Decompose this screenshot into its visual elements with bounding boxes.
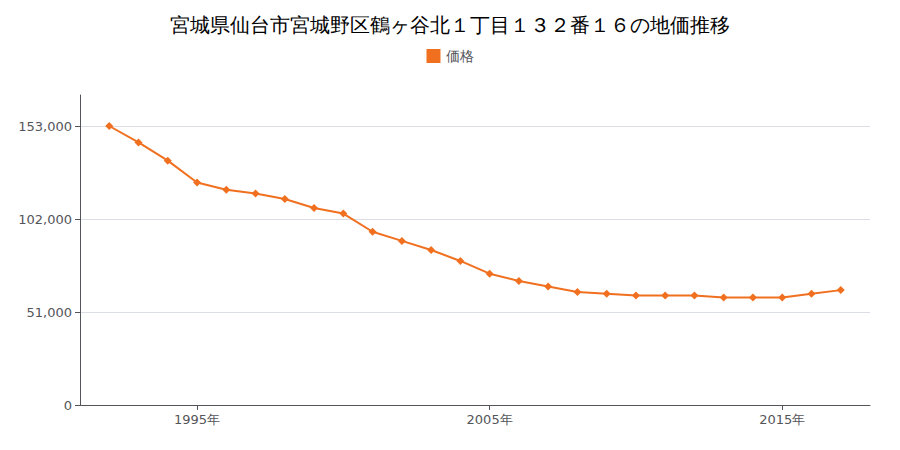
svg-text:宮城県仙台市宮城野区鶴ヶ谷北１丁目１３２番１６の地価推移: 宮城県仙台市宮城野区鶴ヶ谷北１丁目１３２番１６の地価推移 <box>170 13 730 37</box>
svg-text:価格: 価格 <box>446 48 474 64</box>
svg-text:0: 0 <box>64 398 72 413</box>
svg-text:102,000: 102,000 <box>18 212 72 227</box>
svg-text:51,000: 51,000 <box>27 305 73 320</box>
svg-text:2005年: 2005年 <box>467 412 513 427</box>
svg-text:2015年: 2015年 <box>759 412 805 427</box>
svg-text:1995年: 1995年 <box>174 412 220 427</box>
svg-text:153,000: 153,000 <box>18 119 72 134</box>
